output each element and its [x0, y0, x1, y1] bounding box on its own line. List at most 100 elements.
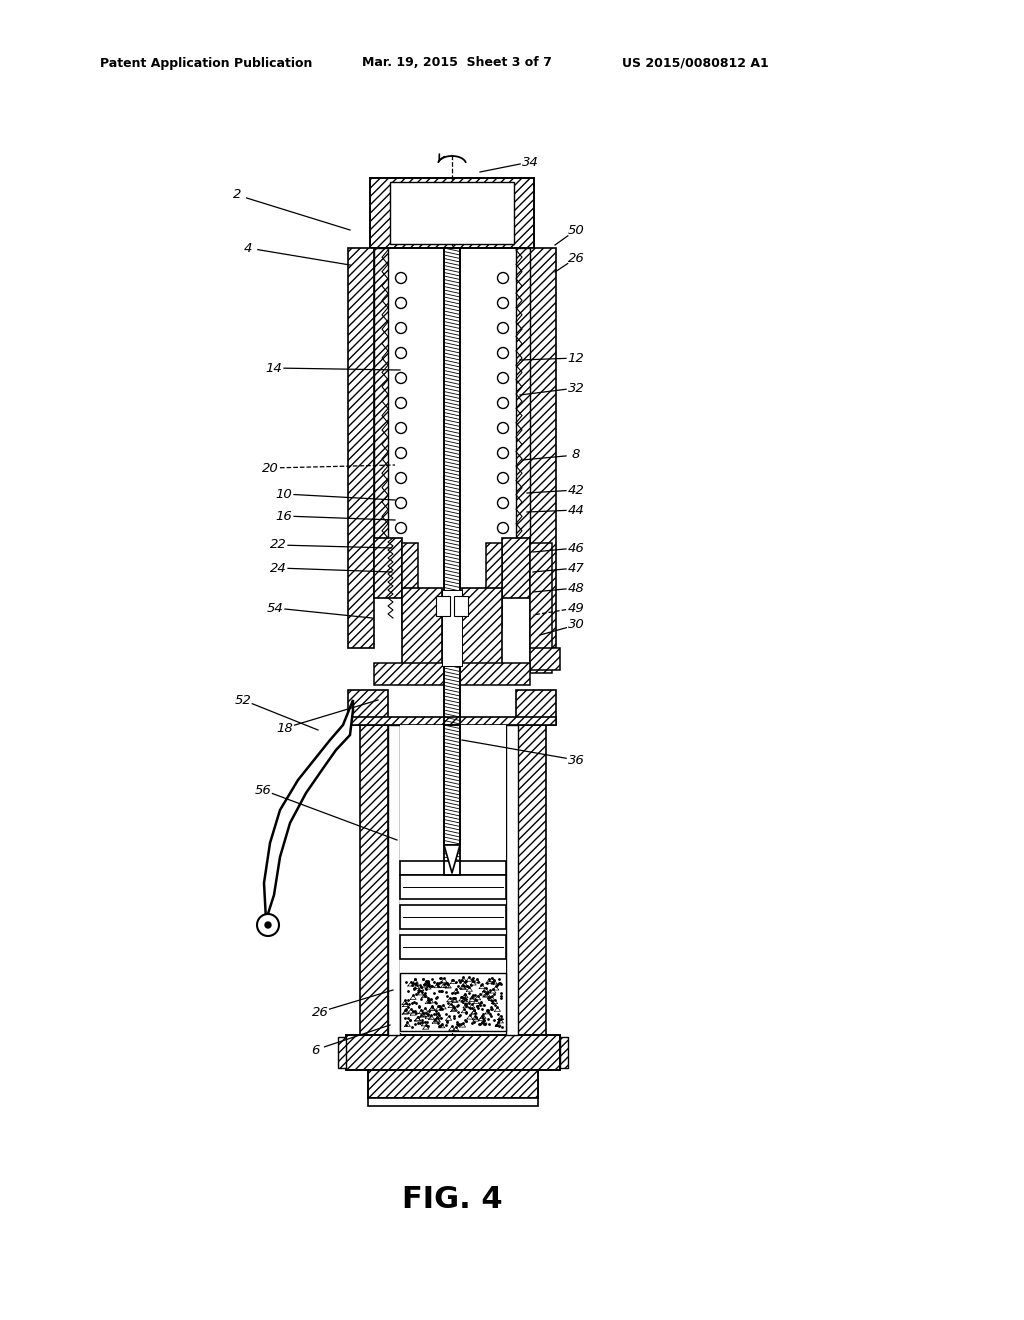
- Bar: [338, 1038, 346, 1068]
- Bar: [368, 1098, 538, 1106]
- Text: 26: 26: [567, 252, 585, 264]
- Bar: [560, 1038, 568, 1068]
- Circle shape: [498, 498, 509, 508]
- Bar: [506, 725, 518, 1035]
- Text: 56: 56: [255, 784, 271, 796]
- Bar: [348, 717, 556, 725]
- Circle shape: [395, 523, 407, 533]
- Bar: [516, 690, 556, 725]
- Bar: [400, 861, 506, 875]
- Text: 32: 32: [567, 381, 585, 395]
- Text: 34: 34: [521, 156, 539, 169]
- Circle shape: [498, 347, 509, 359]
- Circle shape: [498, 397, 509, 408]
- Bar: [518, 725, 546, 1065]
- Circle shape: [395, 347, 407, 359]
- Circle shape: [265, 921, 271, 928]
- Circle shape: [395, 272, 407, 284]
- Circle shape: [498, 422, 509, 433]
- Text: FIG. 4: FIG. 4: [401, 1185, 503, 1214]
- Text: 16: 16: [275, 510, 293, 523]
- Bar: [346, 1035, 560, 1071]
- Bar: [348, 248, 374, 648]
- Bar: [400, 973, 506, 1031]
- Bar: [400, 906, 506, 929]
- Circle shape: [498, 372, 509, 384]
- Bar: [436, 597, 450, 616]
- Text: 50: 50: [567, 223, 585, 236]
- Text: 49: 49: [567, 602, 585, 615]
- Text: 26: 26: [311, 1006, 329, 1019]
- Bar: [530, 248, 556, 648]
- Text: 36: 36: [567, 754, 585, 767]
- Bar: [442, 590, 462, 667]
- Bar: [400, 935, 506, 960]
- Bar: [374, 539, 402, 598]
- Circle shape: [498, 523, 509, 533]
- Bar: [454, 597, 468, 616]
- Bar: [502, 539, 530, 598]
- Bar: [368, 1071, 538, 1098]
- Text: Patent Application Publication: Patent Application Publication: [100, 57, 312, 70]
- Text: 52: 52: [234, 693, 251, 706]
- Bar: [400, 875, 506, 899]
- Text: 18: 18: [276, 722, 293, 734]
- Text: 44: 44: [567, 503, 585, 516]
- Text: 47: 47: [567, 561, 585, 574]
- Bar: [460, 663, 530, 685]
- Circle shape: [395, 498, 407, 508]
- Circle shape: [498, 272, 509, 284]
- Circle shape: [498, 473, 509, 483]
- Bar: [462, 587, 502, 668]
- Bar: [370, 178, 534, 248]
- Circle shape: [395, 473, 407, 483]
- Bar: [388, 725, 400, 1035]
- Text: 24: 24: [269, 561, 287, 574]
- Bar: [390, 182, 514, 244]
- Bar: [402, 543, 418, 628]
- Text: 20: 20: [261, 462, 279, 474]
- Bar: [374, 248, 388, 539]
- Text: 6: 6: [311, 1044, 319, 1056]
- Bar: [348, 690, 388, 725]
- Text: US 2015/0080812 A1: US 2015/0080812 A1: [622, 57, 769, 70]
- Bar: [444, 725, 460, 845]
- Circle shape: [498, 447, 509, 458]
- Text: 8: 8: [571, 449, 581, 462]
- Text: 2: 2: [232, 189, 242, 202]
- Circle shape: [498, 322, 509, 334]
- Bar: [486, 543, 502, 628]
- Bar: [400, 725, 506, 1034]
- Bar: [444, 248, 460, 875]
- Text: 10: 10: [275, 487, 293, 500]
- Circle shape: [395, 397, 407, 408]
- Circle shape: [395, 422, 407, 433]
- Polygon shape: [264, 700, 353, 920]
- Bar: [442, 590, 462, 667]
- Text: 14: 14: [265, 362, 283, 375]
- Bar: [444, 725, 460, 845]
- Bar: [360, 725, 388, 1065]
- Text: 4: 4: [244, 242, 252, 255]
- Text: 48: 48: [567, 582, 585, 594]
- Bar: [374, 663, 444, 685]
- Text: 42: 42: [567, 483, 585, 496]
- Circle shape: [395, 372, 407, 384]
- Text: 30: 30: [567, 619, 585, 631]
- Bar: [530, 648, 560, 671]
- Polygon shape: [444, 845, 460, 873]
- Bar: [402, 587, 442, 668]
- Circle shape: [395, 297, 407, 309]
- Text: 54: 54: [266, 602, 284, 615]
- Text: Mar. 19, 2015  Sheet 3 of 7: Mar. 19, 2015 Sheet 3 of 7: [362, 57, 552, 70]
- Circle shape: [498, 297, 509, 309]
- Circle shape: [395, 322, 407, 334]
- Circle shape: [395, 447, 407, 458]
- Circle shape: [257, 913, 279, 936]
- Text: 22: 22: [269, 539, 287, 552]
- Bar: [444, 248, 460, 875]
- Bar: [516, 248, 530, 539]
- Text: 12: 12: [567, 351, 585, 364]
- Text: 46: 46: [567, 541, 585, 554]
- Bar: [530, 543, 552, 673]
